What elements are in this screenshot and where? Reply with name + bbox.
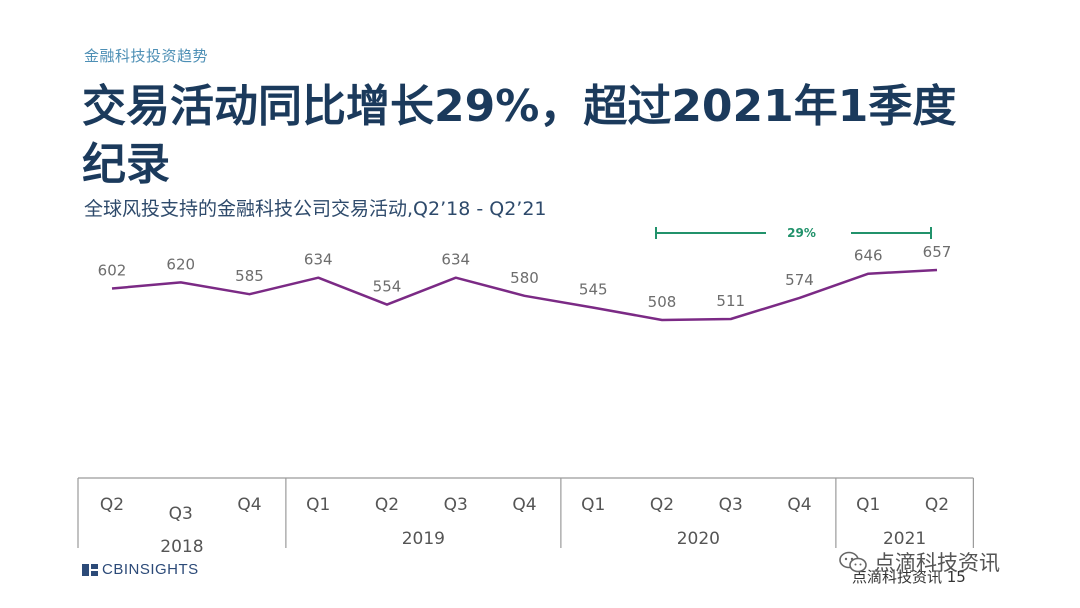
data-label: 574 xyxy=(785,271,814,289)
cbinsights-logo: CBINSIGHTS xyxy=(82,561,199,578)
data-label: 620 xyxy=(166,255,195,273)
page-footer-text: 点滴科技资讯 15 xyxy=(852,568,966,586)
data-label: 554 xyxy=(373,278,402,296)
data-label: 657 xyxy=(923,243,952,261)
quarter-tick-label: Q2 xyxy=(375,495,399,515)
quarter-tick-label: Q1 xyxy=(306,495,330,515)
page-title: 交易活动同比增长29%，超过2021年1季度纪录 xyxy=(82,81,957,190)
quarter-tick-label: Q1 xyxy=(581,495,605,515)
data-label: 511 xyxy=(716,292,745,310)
data-label: 634 xyxy=(304,251,333,269)
year-label: 2021 xyxy=(883,529,926,549)
quarter-tick-label: Q4 xyxy=(787,495,811,515)
annotation-label: 29% xyxy=(787,226,816,240)
cb-logo-icon xyxy=(82,563,98,576)
quarter-tick-label: Q2 xyxy=(650,495,674,515)
year-label: 2019 xyxy=(402,529,445,549)
chart-subtitle: 全球风投支持的金融科技公司交易活动,Q2’18 - Q2’21 xyxy=(84,198,547,220)
wechat-watermark: 点滴科技资讯 xyxy=(838,547,1000,577)
data-label: 634 xyxy=(441,251,470,269)
wechat-icon xyxy=(839,551,867,573)
data-label: 580 xyxy=(510,269,539,287)
watermark-text: 点滴科技资讯 xyxy=(874,551,1000,575)
quarter-tick-label: Q3 xyxy=(169,504,193,524)
quarter-tick-label: Q3 xyxy=(444,495,468,515)
series-line xyxy=(111,268,938,322)
quarter-tick-label: Q2 xyxy=(925,495,949,515)
quarter-tick-label: Q1 xyxy=(856,495,880,515)
year-label: 2018 xyxy=(160,537,203,557)
quarter-tick-label: Q4 xyxy=(512,495,536,515)
quarter-tick-label: Q3 xyxy=(719,495,743,515)
quarter-tick-label: Q2 xyxy=(100,495,124,515)
data-label: 646 xyxy=(854,247,883,265)
data-label: 585 xyxy=(235,267,264,285)
kicker-text: 金融科技投资趋势 xyxy=(84,47,209,65)
data-label: 508 xyxy=(648,293,677,311)
data-label: 545 xyxy=(579,281,608,299)
data-label: 602 xyxy=(98,261,127,279)
quarter-tick-label: Q4 xyxy=(237,495,261,515)
year-label: 2020 xyxy=(677,529,720,549)
logo-text: CBINSIGHTS xyxy=(102,561,199,578)
